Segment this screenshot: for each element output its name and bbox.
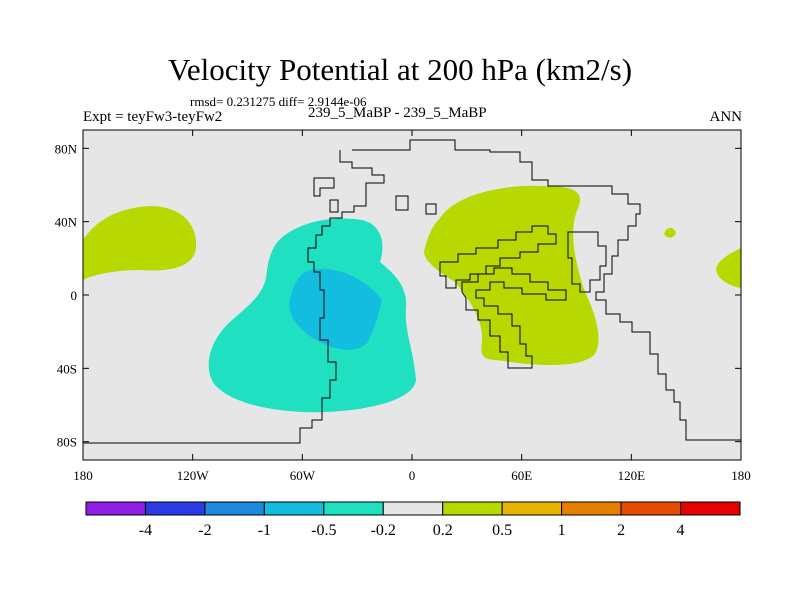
case-label: 239_5_MaBP - 239_5_MaBP xyxy=(308,105,487,121)
colorbar-label: 0.5 xyxy=(492,522,512,539)
colorbar: -4 -2 -1 -0.5 -0.2 0.2 0.5 1 2 4 xyxy=(85,501,741,539)
lon-tick-label: 120E xyxy=(618,468,646,483)
lat-tick-label: 0 xyxy=(71,288,78,303)
colorbar-label: -1 xyxy=(258,522,271,539)
lon-tick-label: 0 xyxy=(409,468,416,483)
positive-region-east-pacific xyxy=(716,248,741,288)
colorbar-label: 0.2 xyxy=(433,522,453,539)
plot-title: Velocity Potential at 200 hPa (km2/s) xyxy=(167,52,633,87)
colorbar-label: 2 xyxy=(617,522,625,539)
coastline-island-1 xyxy=(313,177,335,197)
colorbar-swatch xyxy=(501,501,563,516)
lon-tick-label: 60W xyxy=(290,468,316,483)
coastline-island-3 xyxy=(425,203,437,215)
positive-region-west-pacific xyxy=(83,206,197,280)
colorbar-label: 4 xyxy=(677,522,685,539)
colorbar-label: -4 xyxy=(139,522,152,539)
colorbar-swatch xyxy=(263,501,325,516)
lon-tick-label: 60E xyxy=(511,468,532,483)
colorbar-swatch xyxy=(204,501,265,516)
coastline-enclosed-basin xyxy=(567,231,607,293)
lat-tick-label: 80S xyxy=(57,435,77,450)
contour-fills xyxy=(83,185,741,413)
positive-region-africa-indian xyxy=(424,185,599,366)
map-plot-area xyxy=(83,130,741,460)
lon-tick-label: 120W xyxy=(177,468,210,483)
colorbar-swatch xyxy=(382,501,444,516)
coastline-arm-lower xyxy=(461,267,567,369)
colorbar-label: -2 xyxy=(198,522,211,539)
coastline-north-landmass xyxy=(83,150,385,444)
coastline-arm-upper xyxy=(439,225,557,289)
lat-tick-label: 40N xyxy=(55,215,78,230)
colorbar-label: -0.2 xyxy=(371,522,396,539)
lat-tick-label: 40S xyxy=(57,361,77,376)
coastline-island-4 xyxy=(329,199,339,213)
positive-region-small-spot xyxy=(664,227,676,238)
colorbar-swatch xyxy=(85,501,146,516)
coastlines xyxy=(83,139,741,444)
colorbar-swatch xyxy=(442,501,503,516)
season-label: ANN xyxy=(709,109,743,125)
colorbar-swatch xyxy=(323,501,384,516)
experiment-label: Expt = teyFw3-teyFw2 xyxy=(83,109,223,125)
stats-line: rmsd= 0.231275 diff= 2.9144e-06 xyxy=(190,94,367,109)
axis-ticks: 180 120W 60W 0 60E 120E 180 80N 40N 0 40S 80S xyxy=(55,130,751,483)
colorbar-swatch xyxy=(561,501,622,516)
colorbar-swatch xyxy=(680,501,741,516)
coastline-north-east xyxy=(352,139,741,441)
colorbar-label: 1 xyxy=(558,522,566,539)
colorbar-label: -0.5 xyxy=(311,522,336,539)
lon-tick-label: 180 xyxy=(73,468,93,483)
lat-tick-label: 80N xyxy=(55,141,78,156)
negative-region-inner xyxy=(289,268,382,350)
lon-tick-label: 180 xyxy=(731,468,751,483)
colorbar-swatch xyxy=(144,501,206,516)
colorbar-swatch xyxy=(620,501,682,516)
coastline-island-2 xyxy=(395,195,409,211)
